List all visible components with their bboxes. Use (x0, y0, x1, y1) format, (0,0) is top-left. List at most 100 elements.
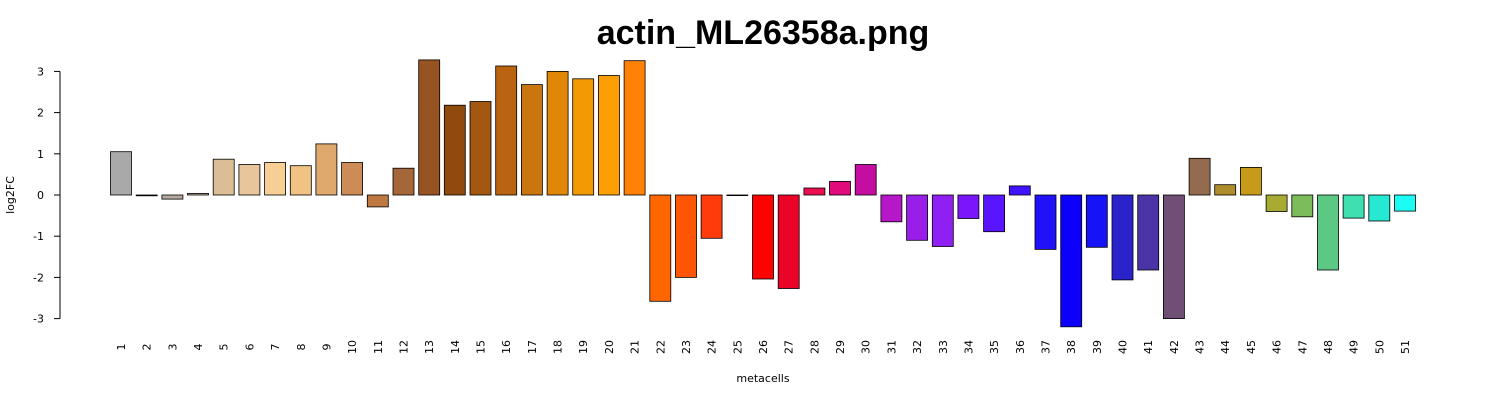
bar-34 (957, 194, 980, 219)
bar-22 (649, 194, 672, 302)
x-tick-label: 22 (654, 340, 667, 354)
x-tick-label: 21 (629, 340, 642, 354)
x-tick-label: 28 (808, 340, 821, 354)
bar-35 (983, 194, 1005, 233)
x-tick-label: 45 (1245, 340, 1258, 354)
bar-11 (366, 194, 389, 208)
bar-29 (829, 180, 851, 196)
x-tick-labels: 1 2 3 4 5 6 7 8 9 10 11 12 13 14 15 16 17 18 19 20 21 22 23 24 2… (115, 340, 1412, 354)
x-tick-label: 19 (577, 340, 590, 354)
x-tick-label: 3 (166, 344, 179, 351)
bars (110, 59, 1416, 328)
x-tick-label: 24 (706, 340, 719, 354)
x-tick-label: 23 (680, 340, 693, 354)
x-tick-label: 15 (475, 340, 488, 354)
bar-3 (161, 194, 184, 200)
x-tick-label: 29 (834, 340, 847, 354)
bar-37 (1034, 194, 1057, 250)
x-tick-label: 43 (1194, 340, 1207, 354)
y-tick-label: -1 (33, 230, 44, 243)
x-tick-label: 25 (731, 340, 744, 354)
bar-27 (777, 194, 800, 289)
bar-15 (469, 101, 492, 196)
bar-32 (906, 194, 928, 241)
bar-41 (1137, 194, 1160, 271)
bar-30 (854, 164, 877, 196)
bar-1 (110, 151, 132, 196)
x-tick-label: 5 (218, 344, 231, 351)
bar-5 (212, 158, 235, 196)
bar-20 (598, 75, 620, 196)
bar-31 (880, 194, 903, 223)
bar-2 (135, 194, 158, 197)
y-tick-label: 2 (37, 107, 44, 120)
x-tick-label: 7 (269, 344, 282, 351)
x-tick-label: 51 (1399, 340, 1412, 354)
bar-9 (315, 143, 338, 196)
x-tick-label: 50 (1373, 340, 1386, 354)
x-tick-label: 32 (911, 340, 924, 354)
x-tick-label: 14 (449, 340, 462, 354)
x-tick-label: 46 (1271, 340, 1284, 354)
x-tick-label: 11 (372, 340, 385, 354)
x-tick-label: 16 (500, 340, 513, 354)
bar-36 (1008, 185, 1031, 196)
x-tick-label: 2 (141, 344, 154, 351)
x-tick-label: 17 (526, 340, 539, 354)
bar-6 (238, 164, 261, 196)
bar-24 (700, 194, 723, 239)
x-tick-label: 37 (1040, 340, 1053, 354)
bar-42 (1163, 194, 1185, 319)
bar-51 (1394, 194, 1416, 212)
x-tick-label: 9 (320, 344, 333, 351)
bar-18 (546, 71, 569, 196)
bar-4 (187, 192, 209, 196)
x-tick-label: 13 (423, 340, 436, 354)
x-tick-label: 10 (346, 340, 359, 354)
bar-33 (931, 194, 954, 247)
bar-17 (521, 84, 543, 196)
y-axis-label: log2FC (4, 176, 17, 214)
chart-title: actin_ML26358a.png (597, 14, 930, 52)
bar-8 (289, 165, 312, 196)
bar-7 (264, 162, 287, 196)
x-tick-label: 31 (885, 340, 898, 354)
bar-45 (1240, 166, 1262, 196)
bar-40 (1111, 194, 1134, 281)
bar-38 (1060, 194, 1083, 328)
bar-10 (341, 162, 364, 196)
x-tick-label: 27 (783, 340, 796, 354)
x-tick-label: 36 (1014, 340, 1027, 354)
bar-13 (418, 59, 441, 196)
x-tick-label: 18 (552, 340, 565, 354)
bar-47 (1291, 194, 1314, 218)
bar-48 (1317, 194, 1339, 271)
x-tick-label: 42 (1168, 340, 1181, 354)
x-tick-label: 47 (1296, 340, 1309, 354)
x-tick-label: 30 (860, 340, 873, 354)
bar-28 (803, 187, 826, 196)
x-tick-label: 35 (988, 340, 1001, 354)
bar-26 (752, 194, 774, 280)
x-tick-label: 8 (295, 344, 308, 351)
x-tick-label: 33 (937, 340, 950, 354)
x-tick-label: 49 (1348, 340, 1361, 354)
x-tick-label: 20 (603, 340, 616, 354)
bar-14 (443, 104, 466, 196)
x-tick-label: 39 (1091, 340, 1104, 354)
x-tick-label: 1 (115, 344, 128, 351)
bar-12 (392, 167, 415, 196)
x-tick-label: 48 (1322, 340, 1335, 354)
x-tick-label: 4 (192, 344, 205, 351)
y-tick-label: -2 (33, 271, 44, 284)
bar-50 (1368, 194, 1391, 222)
y-tick-label: 0 (37, 189, 44, 202)
bar-25 (726, 194, 749, 197)
x-tick-label: 6 (243, 344, 256, 351)
bar-19 (572, 78, 595, 196)
y-tick-label: 1 (37, 148, 44, 161)
y-axis: -3 -2 -1 0 1 2 3 (33, 65, 61, 326)
x-tick-label: 40 (1117, 340, 1130, 354)
y-tick-label: -3 (33, 313, 44, 326)
